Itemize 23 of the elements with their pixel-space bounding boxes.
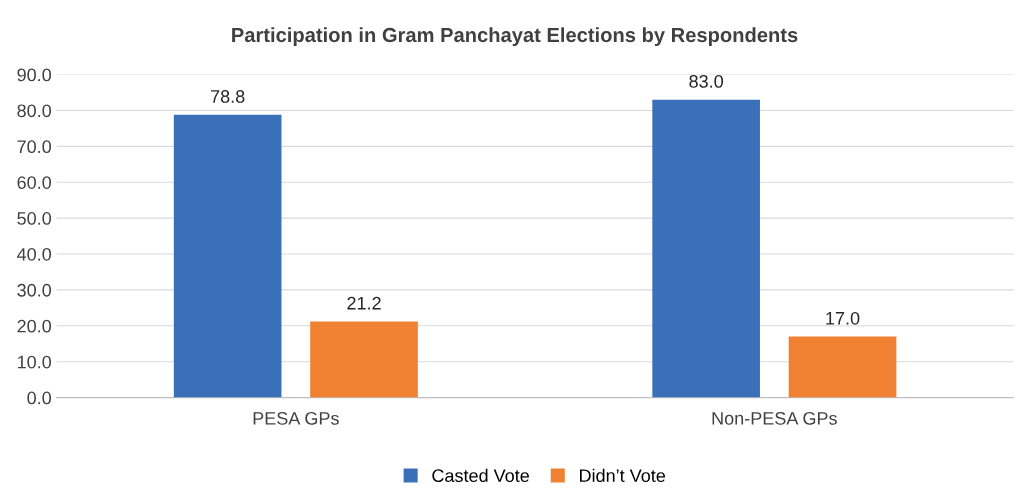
y-tick-label: 20.0: [17, 319, 52, 333]
y-tick-label: 80.0: [17, 104, 52, 118]
bar: [173, 114, 282, 398]
data-label: 83.0: [689, 74, 723, 88]
legend-label: Casted Vote: [432, 468, 529, 483]
bar: [788, 336, 897, 398]
y-tick-label: 40.0: [17, 247, 52, 261]
data-label: 78.8: [211, 90, 245, 103]
chart-title: Participation in Gram Panchayat Elections by Respondents: [232, 27, 798, 47]
data-label: 21.2: [347, 296, 381, 310]
data-label: 17.0: [826, 311, 860, 325]
y-tick-label: 0.0: [27, 391, 52, 405]
bar: [652, 99, 760, 398]
y-tick-label: 70.0: [17, 140, 52, 154]
x-tick-label: PESA GPs: [253, 411, 339, 425]
bar: [310, 321, 418, 398]
y-tick-label: 30.0: [17, 283, 52, 297]
x-tick-label: Non-PESA GPs: [712, 411, 837, 425]
y-tick-label: 90.0: [17, 68, 52, 82]
y-tick-label: 60.0: [17, 176, 52, 189]
legend-label: Didn’t Vote: [580, 468, 666, 483]
y-tick-label: 10.0: [17, 355, 52, 369]
y-tick-label: 50.0: [17, 212, 52, 225]
